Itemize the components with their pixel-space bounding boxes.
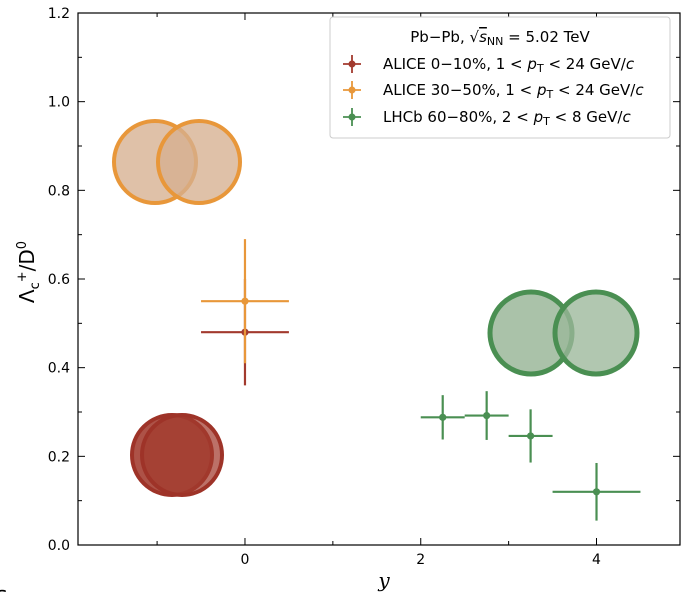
series-2 (420, 391, 641, 521)
legend-label-alice-30-50: ALICE 30−50%, 1 < pT < 24 GeV/c (383, 81, 644, 101)
legend-entry-alice-0-10: ALICE 0−10%, 1 < pT < 24 GeV/c (343, 55, 635, 75)
data-layer (201, 239, 641, 521)
legend-header: Pb−Pb, √sNN = 5.02 TeV (410, 28, 590, 48)
y-tick-label: 0.4 (48, 361, 70, 377)
legend-entry-lhcb-60-80: LHCb 60−80%, 2 < pT < 8 GeV/c (343, 108, 631, 128)
legend: Pb−Pb, √sNN = 5.02 TeV ALICE 0−10%, 1 < … (329, 16, 671, 139)
legend-entry-alice-30-50: ALICE 30−50%, 1 < pT < 24 GeV/c (343, 81, 644, 101)
legend-marker-dot (348, 113, 356, 121)
axes-layer: 0.0 0.2 0.4 0.6 0.8 1.0 1.2 0 2 4 (48, 6, 681, 568)
x-tick-label: 4 (592, 552, 601, 568)
x-axis-title: y (377, 568, 390, 592)
y-tick-label: 0.8 (48, 183, 70, 199)
legend-label-alice-0-10: ALICE 0−10%, 1 < pT < 24 GeV/c (383, 55, 635, 75)
legend-frame (329, 16, 671, 139)
y-tick-label: 0.6 (48, 272, 70, 288)
data-point (592, 488, 601, 496)
orange-circle-right (156, 119, 242, 205)
y-tick-label: 0.0 (48, 538, 70, 554)
legend-marker-dot (348, 60, 356, 68)
data-point (483, 411, 491, 420)
decor-circles (112, 119, 640, 497)
legend-marker-dot (348, 86, 356, 94)
data-point (526, 432, 535, 440)
corner-text: s (0, 583, 7, 592)
data-point (241, 297, 249, 305)
series-1 (201, 239, 289, 364)
y-tick-label: 1.2 (48, 6, 70, 22)
y-axis-title: Λc+/D0 (15, 241, 43, 303)
red-circle-right (140, 413, 224, 497)
data-point (439, 413, 447, 421)
x-tick-label: 2 (416, 552, 425, 568)
legend-label-lhcb-60-80: LHCb 60−80%, 2 < pT < 8 GeV/c (383, 108, 631, 128)
green-circle-right (552, 289, 640, 377)
x-tick-label: 0 (241, 552, 250, 568)
y-tick-label: 0.2 (48, 449, 70, 465)
y-tick-label: 1.0 (48, 95, 70, 111)
